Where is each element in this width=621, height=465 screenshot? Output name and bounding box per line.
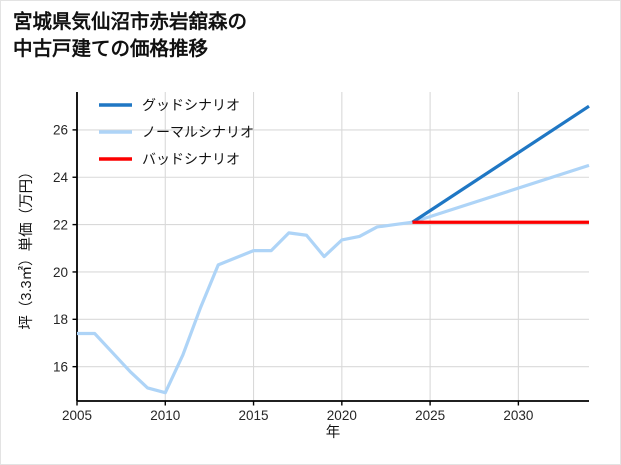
y-axis-title: 坪（3.3㎡）単価（万円） (18, 164, 35, 329)
y-tick-label: 16 (53, 359, 68, 374)
x-tick-label: 2010 (150, 408, 180, 423)
y-tick-label: 18 (53, 312, 68, 327)
x-tick-label: 2020 (327, 408, 357, 423)
legend-label-1: ノーマルシナリオ (142, 124, 254, 140)
x-tickmarks (76, 401, 520, 406)
x-axis-title: 年 (326, 424, 341, 441)
series-line-1 (77, 163, 590, 395)
y-tick-label: 22 (53, 217, 68, 232)
y-tickmarks (72, 129, 77, 368)
x-tick-labels: 2005 2010 2015 2020 2025 2030 (62, 408, 533, 423)
y-tick-labels: 16 18 20 22 24 26 (53, 123, 69, 375)
y-tick-label: 20 (53, 265, 68, 280)
x-tick-label: 2005 (62, 408, 92, 423)
x-tick-label: 2025 (415, 408, 445, 423)
plot-spines (76, 92, 589, 402)
page-title: 宮城県気仙沼市赤岩舘森の 中古戸建ての価格推移 (13, 11, 248, 60)
x-tick-label: 2015 (239, 408, 269, 423)
series-line-0 (411, 104, 590, 224)
y-tick-label: 24 (53, 170, 69, 185)
legend-label-2: バッドシナリオ (142, 151, 240, 167)
x-tick-label: 2030 (503, 408, 533, 423)
data-series (77, 104, 590, 395)
legend-label-0: グッドシナリオ (142, 97, 240, 113)
y-tick-label: 26 (53, 123, 68, 138)
